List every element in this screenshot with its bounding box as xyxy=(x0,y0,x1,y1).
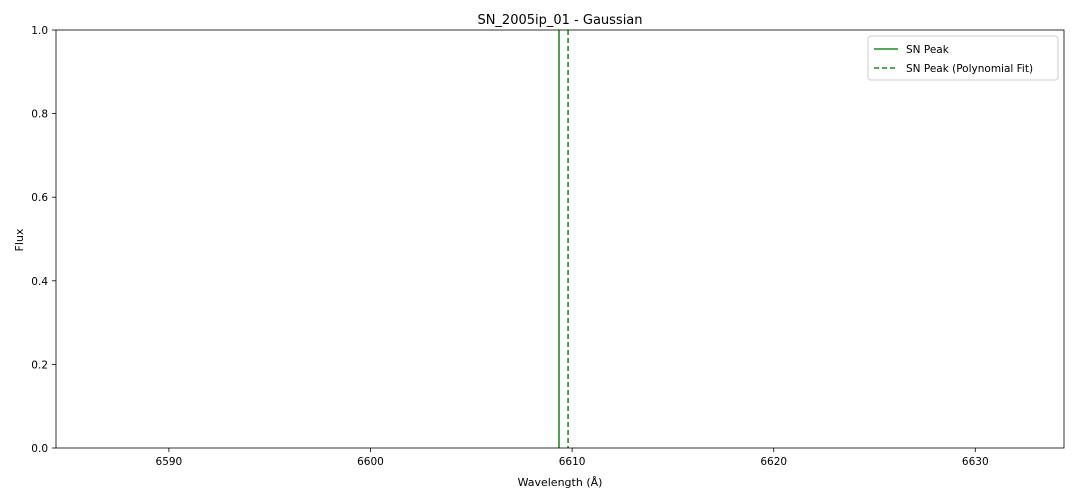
y-tick-label: 0.8 xyxy=(31,109,48,121)
x-tick-label: 6600 xyxy=(357,456,384,468)
legend-label: SN Peak xyxy=(906,44,950,56)
legend: SN Peak SN Peak (Polynomial Fit) xyxy=(867,35,1059,81)
plot-frame xyxy=(55,29,1065,449)
chart-title: SN_2005ip_01 - Gaussian xyxy=(477,13,642,28)
x-axis-label: Wavelength (Å) xyxy=(518,476,603,489)
series-lines xyxy=(558,30,569,448)
y-axis-label: Flux xyxy=(13,228,26,251)
legend-label: SN Peak (Polynomial Fit) xyxy=(906,63,1033,75)
x-tick-label: 6610 xyxy=(559,456,586,468)
y-tick-label: 0.0 xyxy=(31,443,48,455)
x-axis-ticks: 6590 6600 6610 6620 6630 xyxy=(156,448,989,468)
legend-box xyxy=(867,35,1059,81)
y-tick-label: 0.6 xyxy=(31,192,48,204)
y-axis-ticks: 0.0 0.2 0.4 0.6 0.8 1.0 xyxy=(31,25,56,455)
y-tick-label: 1.0 xyxy=(31,25,48,37)
y-tick-label: 0.4 xyxy=(31,276,48,288)
y-tick-label: 0.2 xyxy=(31,359,48,371)
x-tick-label: 6620 xyxy=(760,456,787,468)
x-tick-label: 6590 xyxy=(156,456,183,468)
x-tick-label: 6630 xyxy=(962,456,989,468)
